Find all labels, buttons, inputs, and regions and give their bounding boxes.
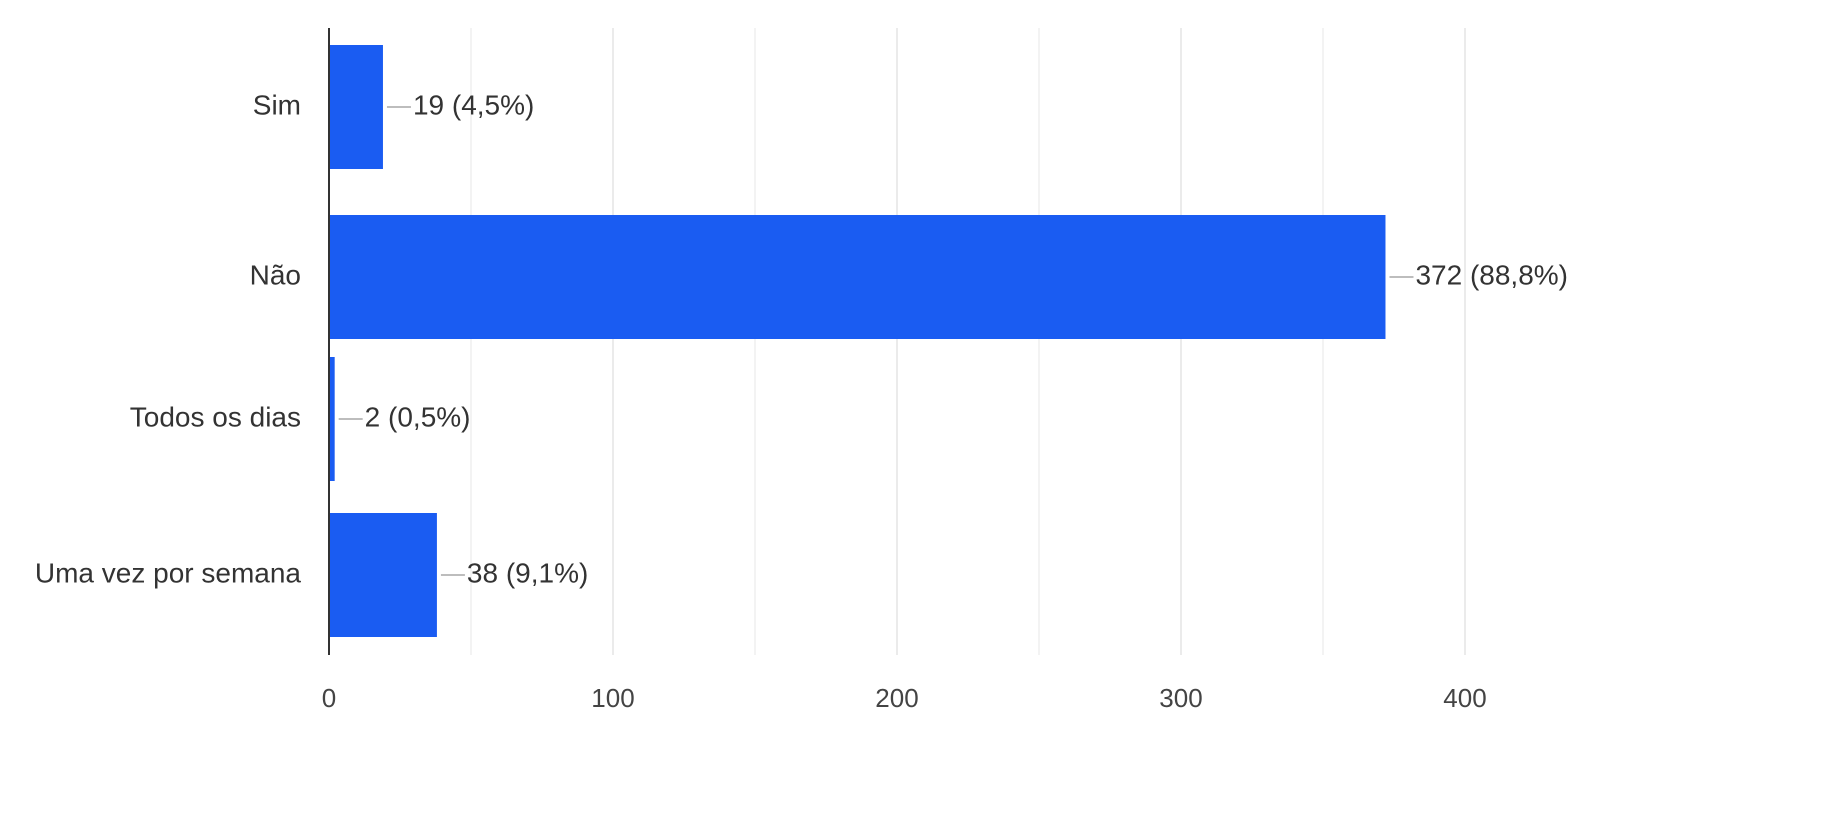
value-label: 2 (0,5%) bbox=[365, 401, 471, 432]
x-tick-label: 0 bbox=[322, 683, 336, 713]
bar bbox=[329, 357, 335, 481]
value-labels: 19 (4,5%) 372 (88,8%) 2 (0,5%) 38 (9,1%) bbox=[365, 89, 1568, 588]
bar bbox=[329, 215, 1386, 339]
value-label: 38 (9,1%) bbox=[467, 557, 588, 588]
category-label: Uma vez por semana bbox=[35, 557, 302, 588]
x-tick-label: 100 bbox=[591, 683, 634, 713]
category-label: Sim bbox=[253, 89, 301, 120]
x-tick-label: 400 bbox=[1443, 683, 1486, 713]
category-label: Não bbox=[250, 259, 301, 290]
category-label: Todos os dias bbox=[130, 401, 301, 432]
bar bbox=[329, 513, 437, 637]
x-tick-label: 200 bbox=[875, 683, 918, 713]
x-tick-label: 300 bbox=[1159, 683, 1202, 713]
bars bbox=[329, 45, 1386, 637]
bar bbox=[329, 45, 383, 169]
value-label: 372 (88,8%) bbox=[1415, 259, 1568, 290]
value-label: 19 (4,5%) bbox=[413, 89, 534, 120]
value-leaders bbox=[338, 106, 1414, 576]
category-labels: Sim Não Todos os dias Uma vez por semana bbox=[35, 89, 302, 588]
grid-lines bbox=[470, 28, 1466, 655]
x-tick-labels: 0 100 200 300 400 bbox=[322, 683, 1487, 713]
